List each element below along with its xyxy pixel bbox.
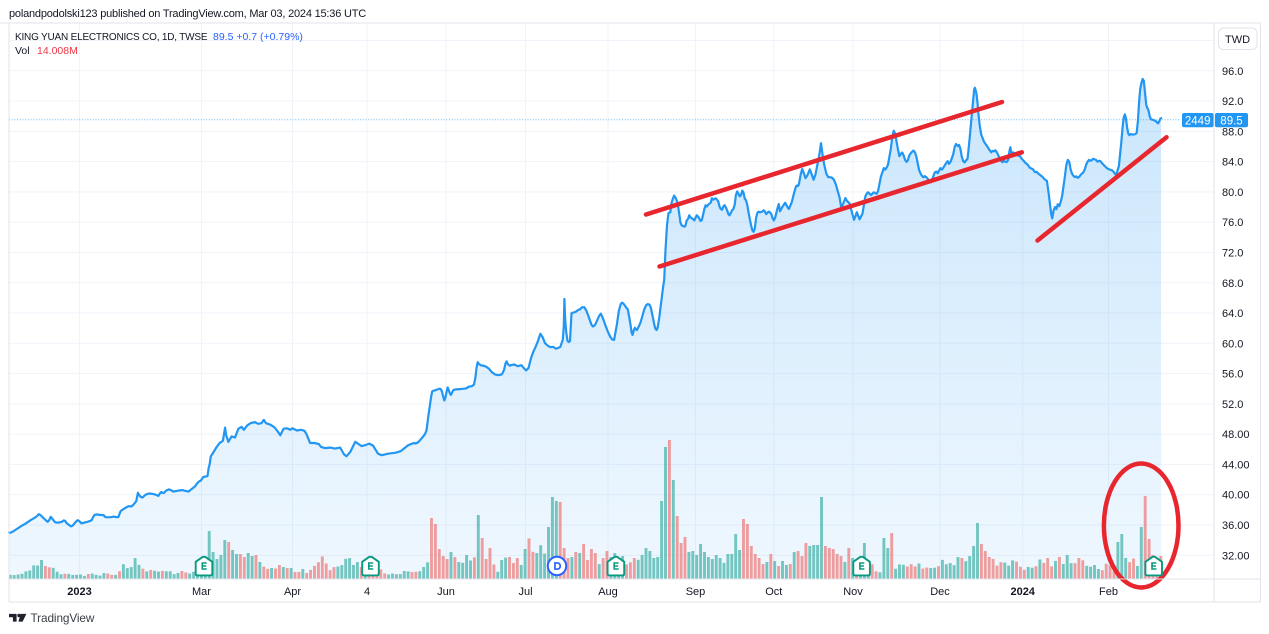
svg-text:44.00: 44.00: [1222, 459, 1250, 471]
svg-text:polandpodolski123 published on: polandpodolski123 published on TradingVi…: [9, 8, 366, 20]
svg-text:Apr: Apr: [284, 586, 301, 598]
svg-text:96.0: 96.0: [1222, 66, 1243, 78]
svg-text:92.0: 92.0: [1222, 96, 1243, 108]
svg-text:72.0: 72.0: [1222, 248, 1243, 260]
svg-text:80.0: 80.0: [1222, 187, 1243, 199]
svg-text:Feb: Feb: [1099, 586, 1118, 598]
svg-text:36.00: 36.00: [1222, 520, 1250, 532]
svg-text:2023: 2023: [67, 586, 91, 598]
svg-text:56.0: 56.0: [1222, 369, 1243, 381]
svg-text:32.00: 32.00: [1222, 550, 1250, 562]
svg-text:TradingView: TradingView: [31, 611, 95, 625]
svg-text:Sep: Sep: [686, 586, 706, 598]
svg-text:60.0: 60.0: [1222, 338, 1243, 350]
svg-text:68.0: 68.0: [1222, 278, 1243, 290]
svg-text:KING YUAN ELECTRONICS CO, 1D,: KING YUAN ELECTRONICS CO, 1D, TWSE: [15, 32, 208, 43]
svg-text:76.0: 76.0: [1222, 217, 1243, 229]
svg-text:40.00: 40.00: [1222, 490, 1250, 502]
svg-text:Vol: Vol: [15, 45, 30, 57]
svg-text:52.0: 52.0: [1222, 399, 1243, 411]
svg-text:Jul: Jul: [518, 586, 532, 598]
svg-text:Jun: Jun: [437, 586, 455, 598]
svg-text:84.0: 84.0: [1222, 157, 1243, 169]
svg-text:TWD: TWD: [1225, 34, 1250, 46]
svg-text:2024: 2024: [1010, 586, 1035, 598]
svg-text:64.0: 64.0: [1222, 308, 1243, 320]
svg-text:89.5 +0.7 (+0.79%): 89.5 +0.7 (+0.79%): [213, 31, 303, 43]
svg-text:Aug: Aug: [598, 586, 618, 598]
svg-text:Mar: Mar: [192, 586, 211, 598]
svg-text:88.0: 88.0: [1222, 126, 1243, 138]
svg-text:2449: 2449: [1185, 115, 1211, 127]
svg-text:14.008M: 14.008M: [37, 45, 78, 57]
svg-text:48.00: 48.00: [1222, 429, 1250, 441]
svg-text:Nov: Nov: [843, 586, 863, 598]
svg-text:Oct: Oct: [765, 586, 782, 598]
svg-text:4: 4: [364, 586, 370, 598]
svg-text:89.5: 89.5: [1220, 115, 1242, 127]
svg-text:Dec: Dec: [930, 586, 950, 598]
